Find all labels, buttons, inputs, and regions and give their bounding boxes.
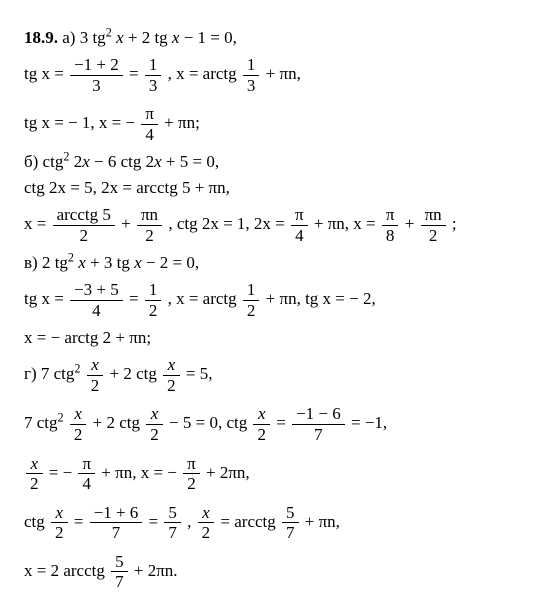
part-a-eq3: tg x = − 1, x = − π4 + πn; [24,104,526,144]
part-c-eq1: в) 2 tg2 x + 3 tg x − 2 = 0, [24,254,526,271]
fraction: π4 [141,104,158,144]
fraction: 12 [243,280,260,320]
part-d-eq4: ctg x2 = −1 + 67 = 57 , x2 = arcctg 57 +… [24,503,526,543]
problem-number: 18.9. [24,28,58,47]
text: = [149,512,163,531]
text: ctg [24,512,49,531]
text: + πn; [164,113,200,132]
text: = [74,512,88,531]
fraction: 57 [111,552,128,592]
text: + 2πn. [134,561,178,580]
fraction: x2 [146,404,163,444]
fraction: −1 + 67 [90,503,143,543]
fraction: π8 [382,205,399,245]
text: ; [452,214,457,233]
fraction: x2 [87,355,104,395]
part-d-eq3: x2 = − π4 + πn, x = − π2 + 2πn, [24,454,526,494]
text: , ctg 2x = 1, 2x = [168,214,289,233]
text: + πn, [266,64,301,83]
text: tg x = [24,64,68,83]
text: tg x = − 1, x = − [24,113,139,132]
fraction: x2 [70,404,87,444]
text: tg x = [24,289,68,308]
fraction: π4 [291,205,308,245]
part-a-eq2: tg x = −1 + 23 = 13 , x = arctg 13 + πn, [24,55,526,95]
fraction: π2 [183,454,200,494]
fraction: πn2 [137,205,162,245]
text: + 2 ctg [93,413,145,432]
text: , [187,512,196,531]
text: + πn, tg x = − 2, [266,289,376,308]
fraction: 12 [145,280,162,320]
text: г) 7 ctg2 [24,364,85,383]
fraction: 57 [164,503,181,543]
text: + πn, x = − [101,463,181,482]
fraction: x2 [253,404,270,444]
text: + πn, x = [314,214,380,233]
text: = − [49,463,77,482]
part-b-eq1: б) ctg2 2x − 6 ctg 2x + 5 = 0, [24,153,526,170]
part-a-eq1: 18.9. а) 3 tg2 x + 2 tg x − 1 = 0, [24,29,526,46]
part-c-eq2: tg x = −3 + 54 = 12 , x = arctg 12 + πn,… [24,280,526,320]
fraction: x2 [163,355,180,395]
text: ctg 2x = 5, 2x = arcctg 5 + πn, [24,178,230,197]
text: в) 2 tg2 x + 3 tg x − 2 = 0, [24,253,199,272]
text: + 2 ctg [110,364,162,383]
text: , x = arctg [168,289,241,308]
text: б) ctg2 2x − 6 ctg 2x + 5 = 0, [24,152,219,171]
fraction: 13 [145,55,162,95]
fraction: arcctg 52 [53,205,115,245]
fraction: x2 [198,503,215,543]
fraction: πn2 [421,205,446,245]
fraction: x2 [51,503,68,543]
text: x = [24,214,51,233]
text: + 2πn, [206,463,250,482]
text: а) 3 tg2 x + 2 tg x − 1 = 0, [62,28,237,47]
part-d-eq2: 7 ctg2 x2 + 2 ctg x2 − 5 = 0, ctg x2 = −… [24,404,526,444]
part-b-eq3: x = arcctg 52 + πn2 , ctg 2x = 1, 2x = π… [24,205,526,245]
text: 7 ctg2 [24,413,68,432]
fraction: −3 + 54 [70,280,123,320]
text: = [276,413,290,432]
fraction: −1 + 23 [70,55,123,95]
part-d-eq5: x = 2 arcctg 57 + 2πn. [24,552,526,592]
text: = [129,64,143,83]
text: x = − arctg 2 + πn; [24,328,151,347]
text: x = 2 arcctg [24,561,109,580]
part-b-eq2: ctg 2x = 5, 2x = arcctg 5 + πn, [24,179,526,196]
fraction: 57 [282,503,299,543]
text: = arcctg [220,512,280,531]
text: = 5, [186,364,213,383]
text: + [121,214,135,233]
fraction: π4 [78,454,95,494]
part-c-eq3: x = − arctg 2 + πn; [24,329,526,346]
text: + [405,214,419,233]
text: = −1, [351,413,387,432]
fraction: 13 [243,55,260,95]
fraction: x2 [26,454,43,494]
text: + πn, [305,512,340,531]
part-d-eq1: г) 7 ctg2 x2 + 2 ctg x2 = 5, [24,355,526,395]
text: , x = arctg [168,64,241,83]
fraction: −1 − 67 [292,404,345,444]
text: = [129,289,143,308]
text: − 5 = 0, ctg [169,413,251,432]
